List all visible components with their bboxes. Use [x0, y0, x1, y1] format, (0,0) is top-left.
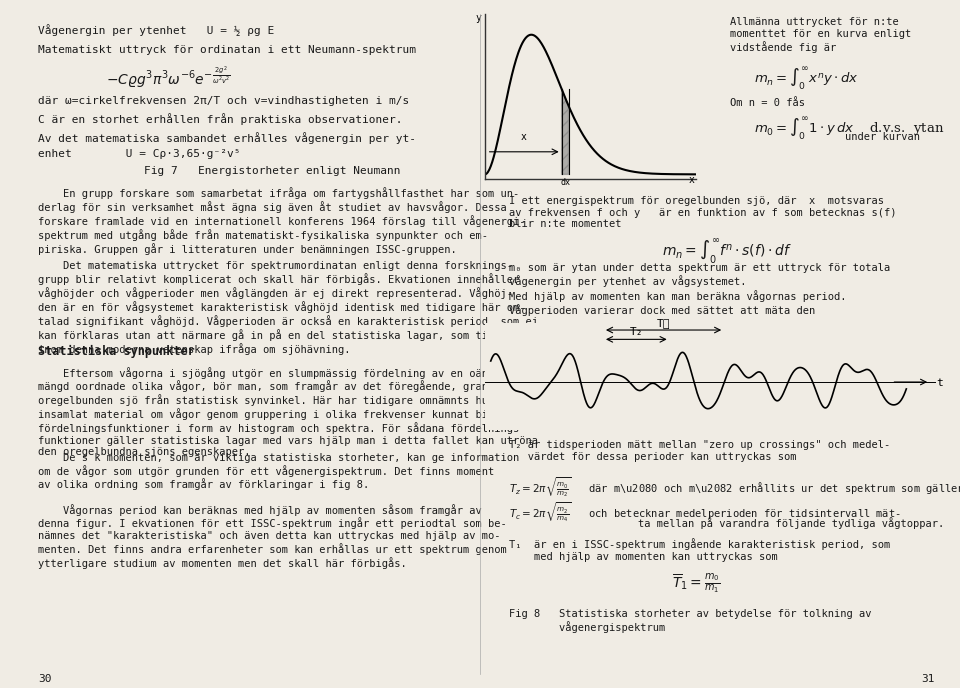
Text: Av det matematiska sambandet erhålles vågenergin per yt-: Av det matematiska sambandet erhålles vå…	[38, 132, 417, 144]
Text: Tᴄ: Tᴄ	[657, 318, 670, 328]
Text: Fig 8   Statistiska storheter av betydelse för tolkning av
        vågenergispek: Fig 8 Statistiska storheter av betydelse…	[509, 609, 872, 633]
Text: Vågenergin per ytenhet   U = ½ ρg E: Vågenergin per ytenhet U = ½ ρg E	[38, 24, 275, 36]
Text: $T_c = 2\pi\sqrt{\frac{m_2}{m_4}}$   och betecknar medelperioden för tidsinterva: $T_c = 2\pi\sqrt{\frac{m_2}{m_4}}$ och b…	[509, 501, 900, 525]
Text: ta mellan på varandra följande tydliga vågtoppar.: ta mellan på varandra följande tydliga v…	[638, 517, 945, 529]
Text: där ω=cirkelfrekvensen 2π/T och v=vindhastigheten i m/s: där ω=cirkelfrekvensen 2π/T och v=vindha…	[38, 96, 410, 107]
Text: $m_n = \int_0^{\infty} x^n y \cdot dx$: $m_n = \int_0^{\infty} x^n y \cdot dx$	[754, 65, 858, 93]
Text: T₁  är en i ISSC-spektrum ingående karakteristisk period, som
    med hjälp av m: T₁ är en i ISSC-spektrum ingående karakt…	[509, 538, 890, 561]
Text: t: t	[936, 378, 943, 388]
Text: 30: 30	[38, 674, 52, 685]
Text: Med hjälp av momenten kan man beräkna vågornas period.
Vågperioden varierar dock: Med hjälp av momenten kan man beräkna vå…	[509, 290, 847, 316]
Text: Fig 7   Energistorheter enligt Neumann: Fig 7 Energistorheter enligt Neumann	[144, 166, 400, 177]
Text: I ett energispektrum för oregelbunden sjö, där  x  motsvaras
av frekvensen f och: I ett energispektrum för oregelbunden sj…	[509, 196, 897, 229]
Text: En grupp forskare som samarbetat ifråga om fartygshållfasthet har som un-
derlag: En grupp forskare som samarbetat ifråga …	[38, 187, 526, 255]
Text: Om n = 0 fås: Om n = 0 fås	[730, 98, 804, 108]
Text: Matematiskt uttryck för ordinatan i ett Neumann-spektrum: Matematiskt uttryck för ordinatan i ett …	[38, 45, 417, 55]
Text: T₂ är tidsperioden mätt mellan "zero up crossings" och medel-
   värdet för dess: T₂ är tidsperioden mätt mellan "zero up …	[509, 440, 890, 462]
Text: $\overline{T}_1 = \frac{m_0}{m_1}$: $\overline{T}_1 = \frac{m_0}{m_1}$	[672, 571, 720, 594]
Text: y: y	[475, 13, 481, 23]
Text: C är en storhet erhållen från praktiska observationer.: C är en storhet erhållen från praktiska …	[38, 114, 403, 125]
Text: Statistiska synpunkter: Statistiska synpunkter	[38, 345, 195, 358]
Text: x: x	[688, 175, 694, 185]
Text: x: x	[520, 132, 526, 142]
Text: $T_z = 2\pi\sqrt{\frac{m_0}{m_2}}$   där m\u2080 och m\u2082 erhållits ur det sp: $T_z = 2\pi\sqrt{\frac{m_0}{m_2}}$ där m…	[509, 476, 960, 500]
Text: Allmänna uttrycket för n:te
momenttet för en kurva enligt
vidstående fig är: Allmänna uttrycket för n:te momenttet fö…	[730, 17, 911, 53]
Text: m₀ som är ytan under detta spektrum är ett uttryck för totala
vågenergin per yte: m₀ som är ytan under detta spektrum är e…	[509, 263, 890, 287]
Text: 31: 31	[922, 674, 935, 685]
Text: Vågornas period kan beräknas med hjälp av momenten såsom framgår av
denna figur.: Vågornas period kan beräknas med hjälp a…	[38, 504, 507, 569]
Text: under kurvan: under kurvan	[845, 132, 920, 142]
Text: De s k momenten, som är viktiga statistiska storheter, kan ge information
om de : De s k momenten, som är viktiga statisti…	[38, 453, 519, 491]
Text: Eftersom vågorna i sjögång utgör en slumpmässig fördelning av en oändlig
mängd o: Eftersom vågorna i sjögång utgör en slum…	[38, 367, 539, 458]
Text: dx: dx	[560, 178, 570, 187]
Text: Det matematiska uttrycket för spektrumordinatan enligt denna forsknings-
grupp b: Det matematiska uttrycket för spektrumor…	[38, 261, 539, 355]
Text: $-C\varrho g^{3}\pi^{3}\omega^{-6} e^{-\frac{2g^{2}}{\omega^{2}v^{2}}}$: $-C\varrho g^{3}\pi^{3}\omega^{-6} e^{-\…	[106, 65, 230, 92]
Text: $m_0 = \int_0^{\infty} 1 \cdot y \, dx$    d.v.s.  ytan: $m_0 = \int_0^{\infty} 1 \cdot y \, dx$ …	[754, 116, 944, 143]
Text: T₂: T₂	[630, 327, 643, 337]
Text: $m_n = \int_0^{\infty} f^n \cdot s(f) \cdot df$: $m_n = \int_0^{\infty} f^n \cdot s(f) \c…	[662, 237, 792, 266]
Text: enhet        U = Cρ·3,65·g⁻²v⁵: enhet U = Cρ·3,65·g⁻²v⁵	[38, 149, 241, 159]
